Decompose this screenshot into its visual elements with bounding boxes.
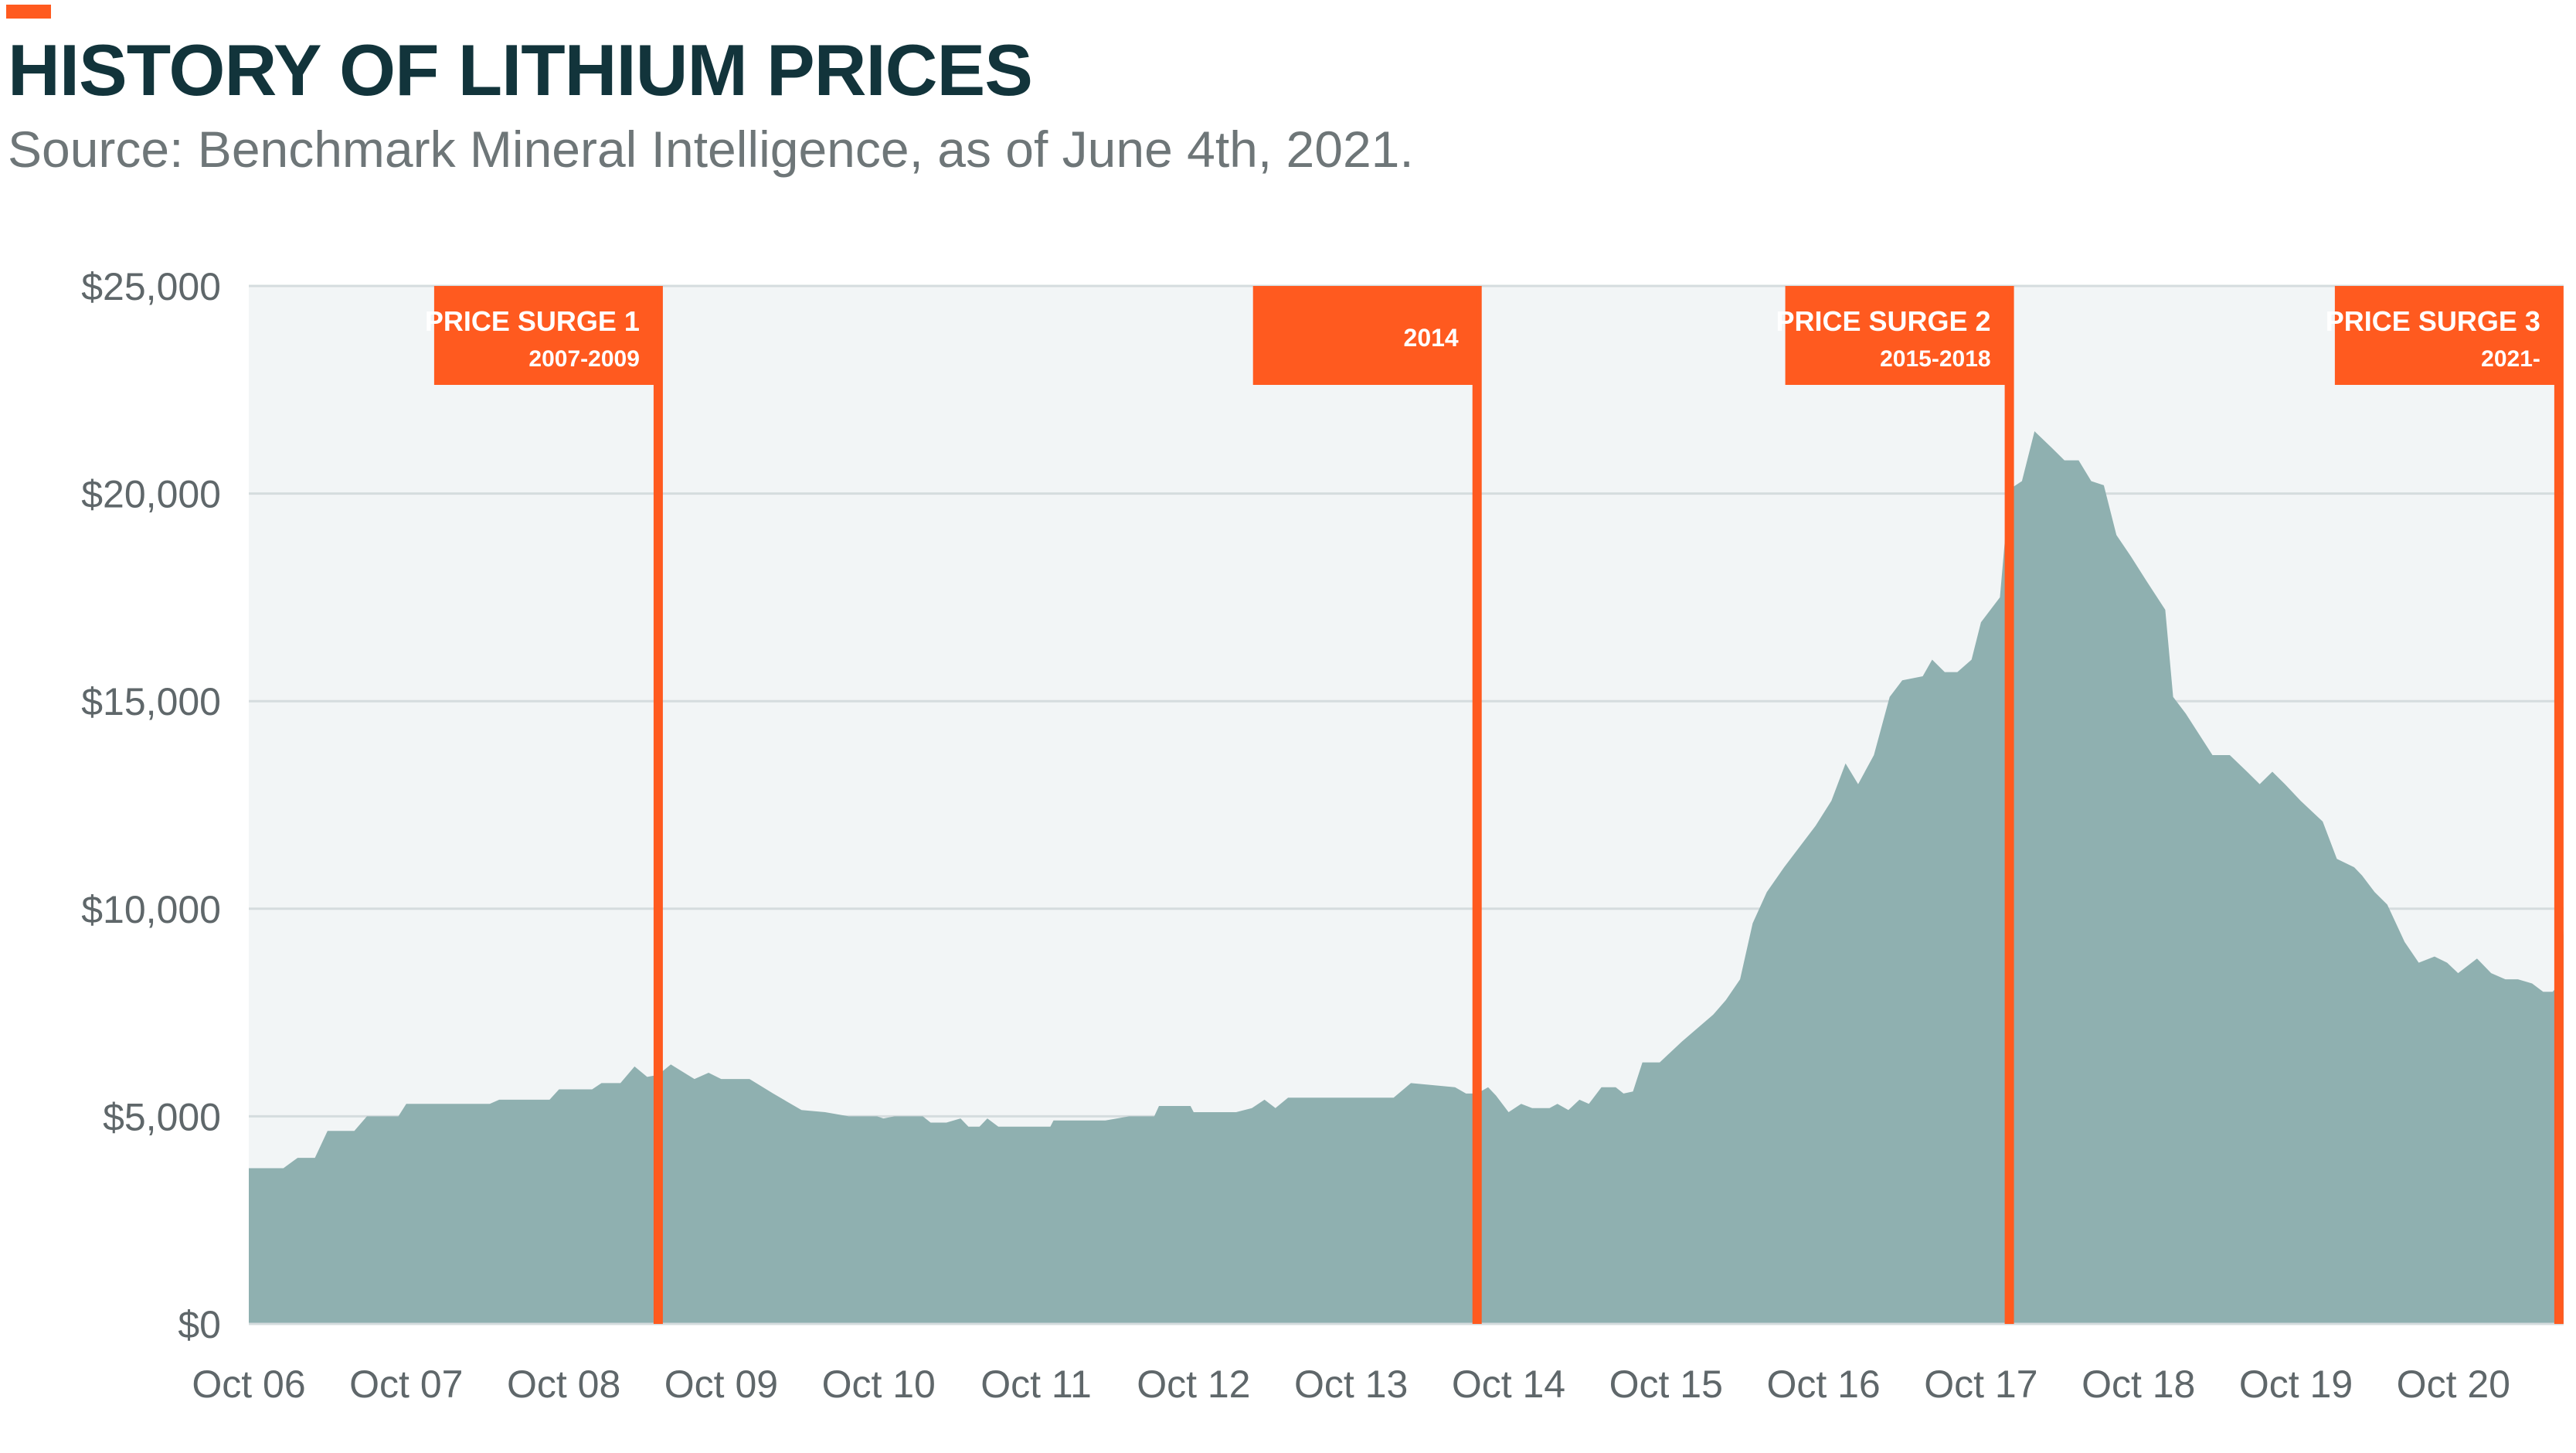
x-tick-label: Oct 06 bbox=[192, 1363, 305, 1406]
y-tick-label: $25,000 bbox=[81, 265, 221, 308]
x-tick-label: Oct 07 bbox=[349, 1363, 463, 1406]
x-tick-label: Oct 16 bbox=[1766, 1363, 1880, 1406]
x-tick-label: Oct 11 bbox=[980, 1363, 1092, 1406]
x-tick-label: Oct 20 bbox=[2397, 1363, 2510, 1406]
y-tick-label: $10,000 bbox=[81, 888, 221, 931]
price-area bbox=[249, 431, 2564, 1324]
x-tick-label: Oct 14 bbox=[1452, 1363, 1565, 1406]
y-tick-label: $5,000 bbox=[103, 1095, 221, 1138]
x-tick-label: Oct 15 bbox=[1609, 1363, 1723, 1406]
marker-label-box bbox=[433, 286, 658, 385]
marker-sublabel: 2021- bbox=[2481, 346, 2540, 372]
y-tick-label: $15,000 bbox=[81, 680, 221, 723]
marker-label-box bbox=[1785, 286, 2010, 385]
marker-label: PRICE SURGE 1 bbox=[425, 305, 640, 337]
marker-sublabel: 2015-2018 bbox=[1880, 346, 1990, 372]
accent-bar bbox=[6, 5, 51, 19]
y-tick-label: $20,000 bbox=[81, 473, 221, 516]
marker-label: PRICE SURGE 2 bbox=[1776, 305, 1991, 337]
y-tick-label: $0 bbox=[178, 1303, 221, 1346]
marker-label-box bbox=[2334, 286, 2559, 385]
marker-label: 2014 bbox=[1404, 324, 1459, 352]
chart-title: HISTORY OF LITHIUM PRICES bbox=[8, 29, 1033, 111]
marker-callout: PRICE SURGE 2 2015-2018 bbox=[1776, 286, 2014, 1324]
marker-label-box bbox=[1252, 286, 1477, 385]
x-tick-label: Oct 18 bbox=[2082, 1363, 2195, 1406]
x-tick-label: Oct 13 bbox=[1294, 1363, 1408, 1406]
marker-sublabel: 2007-2009 bbox=[528, 346, 639, 372]
marker-callout: PRICE SURGE 3 2021- bbox=[2326, 286, 2564, 1324]
x-tick-label: Oct 10 bbox=[822, 1363, 936, 1406]
x-tick-label: Oct 17 bbox=[1924, 1363, 2037, 1406]
x-tick-label: Oct 19 bbox=[2239, 1363, 2353, 1406]
x-tick-label: Oct 12 bbox=[1137, 1363, 1250, 1406]
chart-source: Source: Benchmark Mineral Intelligence, … bbox=[8, 121, 1414, 178]
marker-label: PRICE SURGE 3 bbox=[2326, 305, 2540, 337]
x-tick-label: Oct 08 bbox=[507, 1363, 620, 1406]
marker-callout: PRICE SURGE 1 2007-2009 bbox=[425, 286, 663, 1324]
x-tick-label: Oct 09 bbox=[664, 1363, 778, 1406]
marker-callout: 2014 bbox=[1252, 286, 1482, 1324]
